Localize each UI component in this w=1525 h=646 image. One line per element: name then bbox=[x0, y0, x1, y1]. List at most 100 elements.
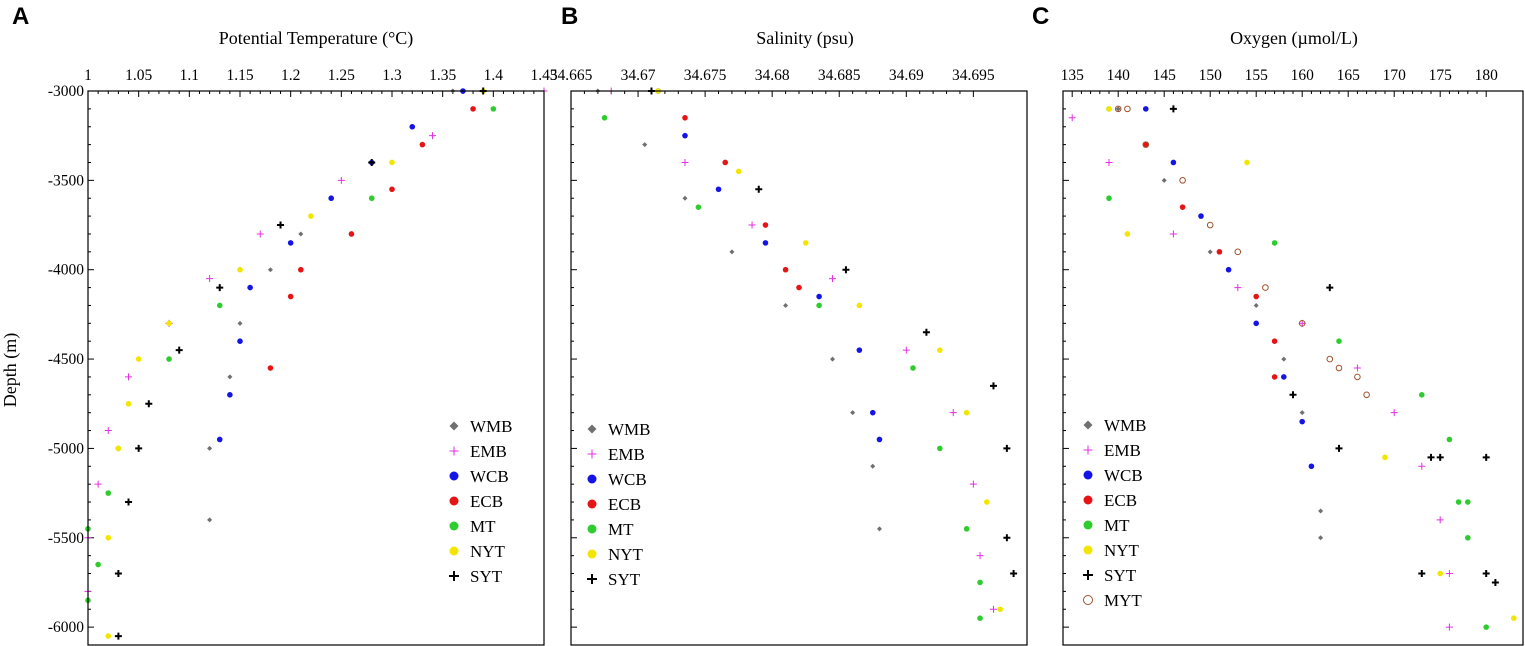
x-tick-label: 1 bbox=[84, 67, 92, 84]
data-point-syt bbox=[135, 444, 143, 452]
data-point-wmb bbox=[1207, 249, 1213, 255]
data-point-nyt bbox=[308, 213, 314, 219]
data-point-syt bbox=[175, 346, 183, 354]
data-point-emb bbox=[1445, 623, 1453, 631]
data-point-wmb bbox=[876, 526, 882, 532]
data-point-syt bbox=[755, 185, 763, 193]
data-point-wcb bbox=[1225, 266, 1232, 273]
data-point-syt bbox=[1335, 444, 1343, 452]
legend-label-wcb: WCB bbox=[1104, 466, 1143, 485]
data-point-syt bbox=[1003, 444, 1011, 452]
data-point-nyt bbox=[1437, 570, 1443, 577]
data-point-myt bbox=[1234, 248, 1242, 256]
data-point-emb bbox=[949, 409, 957, 417]
data-point-wcb bbox=[1281, 374, 1287, 380]
data-point-wcb bbox=[287, 240, 294, 246]
legend-label-wmb: WMB bbox=[608, 420, 651, 439]
panel-letter-a: A bbox=[12, 3, 29, 30]
data-point-ecb bbox=[762, 222, 769, 228]
data-point-mt bbox=[977, 579, 983, 586]
x-axis-title-b: Salinity (psu) bbox=[756, 28, 854, 49]
data-point-wmb bbox=[1318, 535, 1324, 541]
legend-marker-nyt bbox=[1083, 545, 1093, 555]
data-point-wcb bbox=[1143, 106, 1149, 112]
data-point-ecb bbox=[389, 186, 395, 193]
legend-marker-wcb bbox=[449, 471, 459, 481]
x-tick-label: 34.675 bbox=[684, 67, 727, 84]
data-point-emb bbox=[206, 275, 214, 283]
legend-marker-wcb bbox=[1083, 470, 1093, 480]
legend-marker-ecb bbox=[587, 499, 597, 509]
legend-a: WMB EMB WCB ECB MT NYT SYT bbox=[449, 417, 513, 586]
data-point-emb bbox=[748, 221, 756, 229]
data-point-wcb bbox=[1170, 159, 1177, 166]
legend-marker-emb bbox=[1083, 445, 1093, 455]
data-point-emb bbox=[1169, 230, 1177, 238]
data-point-mt bbox=[937, 445, 943, 452]
data-point-wcb bbox=[762, 240, 769, 246]
data-point-nyt bbox=[735, 168, 742, 175]
x-tick-label: 1.4 bbox=[484, 67, 504, 84]
data-point-mt bbox=[1446, 436, 1453, 443]
legend-label-emb: EMB bbox=[1104, 441, 1141, 460]
data-point-syt bbox=[145, 400, 153, 408]
data-point-mt bbox=[490, 106, 497, 112]
data-point-nyt bbox=[135, 356, 142, 362]
data-point-wmb bbox=[682, 195, 688, 201]
legend-label-nyt: NYT bbox=[608, 545, 644, 564]
x-tick-label: 160 bbox=[1291, 67, 1315, 84]
data-point-wcb bbox=[816, 293, 822, 300]
data-point-syt bbox=[216, 284, 224, 292]
x-axis-title-a: Potential Temperature (°C) bbox=[219, 28, 414, 49]
data-point-emb bbox=[94, 480, 102, 488]
y-tick-label: -3000 bbox=[48, 83, 84, 100]
data-point-syt bbox=[114, 570, 122, 578]
panel-c: C Oxygen (µmol/L) 135 140 145 150 155 160 165 1… bbox=[1032, 3, 1524, 646]
data-point-syt bbox=[1482, 570, 1490, 578]
data-point-wcb bbox=[1198, 213, 1204, 219]
legend-label-mt: MT bbox=[1104, 516, 1130, 535]
data-point-wcb bbox=[237, 338, 243, 344]
legend-label-emb: EMB bbox=[608, 445, 645, 464]
data-point-nyt bbox=[389, 159, 395, 166]
data-point-wmb bbox=[1161, 177, 1167, 183]
data-point-wmb bbox=[642, 142, 648, 148]
data-point-syt bbox=[1003, 534, 1011, 542]
x-axis-title-c: Oxygen (µmol/L) bbox=[1230, 28, 1358, 49]
data-point-nyt bbox=[105, 534, 112, 541]
y-tick-labels: -3000 -3500 -4000 -4500 -5000 -5500 -6000 bbox=[48, 83, 84, 636]
x-tick-label: 1.45 bbox=[530, 67, 557, 84]
plot-frame-b bbox=[570, 90, 1028, 646]
legend-marker-wcb bbox=[587, 474, 597, 484]
scatter-plot-b bbox=[595, 87, 1018, 621]
data-point-wmb bbox=[227, 374, 233, 380]
legend-marker-wmb bbox=[449, 421, 459, 431]
data-point-syt bbox=[1289, 391, 1297, 399]
data-point-emb bbox=[429, 132, 437, 140]
data-point-syt bbox=[1418, 570, 1426, 578]
data-point-emb bbox=[256, 230, 264, 238]
data-point-mt bbox=[1271, 240, 1278, 246]
x-tick-label: 34.665 bbox=[550, 67, 593, 84]
data-point-wmb bbox=[207, 517, 213, 523]
x-tick-label: 155 bbox=[1245, 67, 1269, 84]
x-tick-label: 175 bbox=[1429, 67, 1453, 84]
data-point-mt bbox=[1336, 338, 1342, 344]
legend-b: WMB EMB WCB ECB MT NYT SYT bbox=[587, 420, 651, 589]
data-point-wcb bbox=[715, 186, 722, 193]
data-point-ecb bbox=[348, 231, 355, 237]
data-point-nyt bbox=[937, 347, 943, 353]
data-point-wmb bbox=[237, 320, 243, 326]
data-point-nyt bbox=[802, 240, 809, 246]
data-point-syt bbox=[989, 382, 997, 390]
data-point-syt bbox=[922, 328, 930, 336]
data-point-syt bbox=[1326, 284, 1334, 292]
legend-label-wmb: WMB bbox=[470, 417, 513, 436]
legend-marker-mt bbox=[587, 524, 597, 534]
data-point-ecb bbox=[1253, 293, 1259, 300]
data-point-myt bbox=[1262, 284, 1269, 291]
data-point-syt bbox=[1436, 453, 1444, 461]
data-point-ecb bbox=[1143, 141, 1149, 148]
data-point-syt bbox=[277, 221, 285, 229]
data-point-ecb bbox=[287, 293, 294, 300]
